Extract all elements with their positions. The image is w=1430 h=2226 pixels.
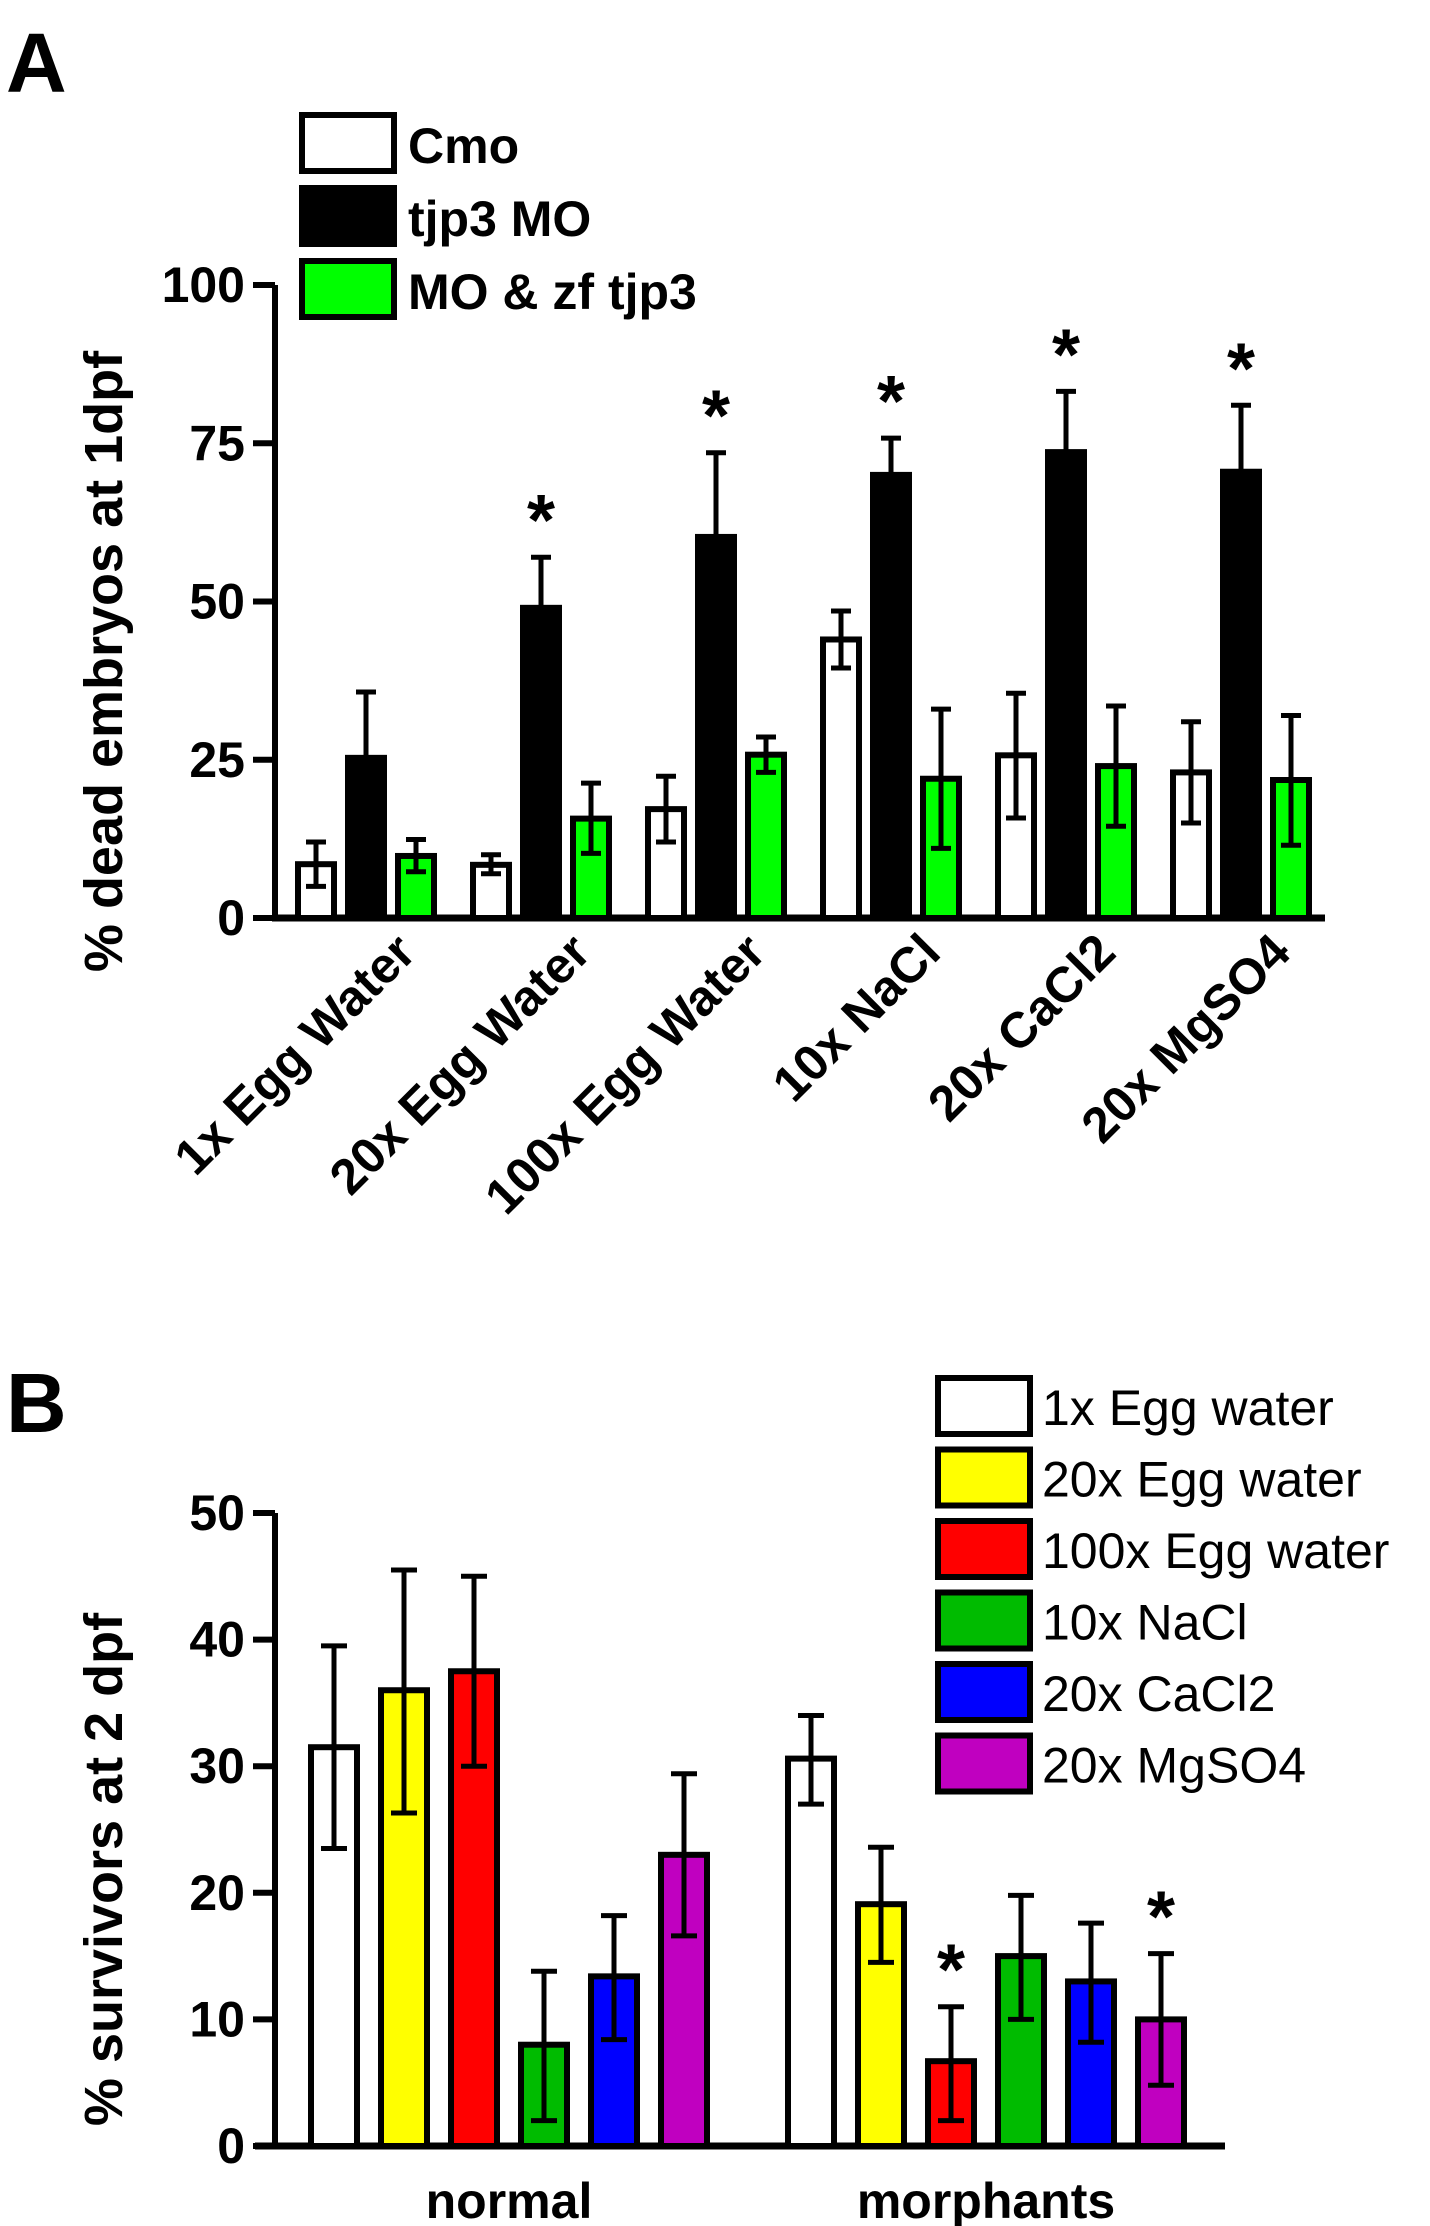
y-axis-label: % dead embryos at 1dpf	[74, 350, 134, 972]
y-tick-label: 10	[189, 1991, 245, 2047]
legend-label: 1x Egg water	[1042, 1380, 1334, 1436]
legend-swatch	[935, 1732, 1033, 1795]
y-axis-label: % survivors at 2 dpf	[74, 1612, 134, 2126]
legend-label: tjp3 MO	[408, 191, 591, 247]
bar-20x-mgso4	[658, 1851, 710, 2149]
significance-star: *	[1052, 315, 1080, 395]
significance-star: *	[702, 377, 730, 457]
bar-tjp3-mo	[345, 754, 387, 922]
legend-swatch	[935, 1661, 1033, 1723]
significance-star: *	[527, 481, 555, 561]
legend-label: 10x NaCl	[1042, 1595, 1248, 1651]
bar-tjp3-mo	[1220, 468, 1262, 921]
legend-label: Cmo	[408, 118, 519, 174]
x-tick-label: normal	[426, 2173, 593, 2226]
y-tick-label: 100	[162, 257, 245, 313]
legend-swatch	[935, 1446, 1033, 1509]
x-tick-label: 10x NaCl	[762, 923, 951, 1112]
y-tick-label: 0	[217, 890, 245, 946]
legend-label: MO & zf tjp3	[408, 264, 697, 320]
y-tick-label: 25	[189, 732, 245, 788]
bar-tjp3-mo	[520, 604, 562, 922]
significance-star: *	[877, 362, 905, 442]
legend-swatch	[299, 185, 397, 247]
significance-star: *	[1227, 329, 1255, 409]
y-tick-label: 30	[189, 1738, 245, 1794]
chart-b: 0 10 20 30 40 50 % survivors at 2 dpf normal * * m…	[74, 1375, 1389, 2226]
y-tick-label: 50	[189, 1485, 245, 1541]
legend-swatch	[935, 1518, 1033, 1580]
legend-label: 20x Egg water	[1042, 1452, 1362, 1508]
legend-swatch	[935, 1375, 1033, 1437]
bar-tjp3-mo	[1045, 449, 1087, 921]
y-tick-label: 40	[189, 1612, 245, 1668]
bar-1x-egg-water	[785, 1755, 837, 2149]
bar-mo-zf-tjp3	[745, 751, 787, 921]
bar-tjp3-mo	[870, 471, 912, 921]
significance-star: *	[1147, 1878, 1175, 1958]
panel-a-label: A	[6, 16, 67, 110]
bar-tjp3-mo	[695, 533, 737, 922]
y-tick-label: 75	[189, 415, 245, 471]
x-tick-label: morphants	[857, 2173, 1115, 2226]
legend-label: 100x Egg water	[1042, 1523, 1389, 1579]
y-tick-label: 0	[217, 2118, 245, 2174]
legend-swatch	[299, 258, 397, 320]
y-tick-label: 50	[189, 574, 245, 630]
bar-cmo	[820, 636, 862, 921]
legend-swatch	[299, 112, 397, 174]
y-tick-label: 20	[189, 1865, 245, 1921]
significance-star: *	[937, 1931, 965, 2011]
panel-b-label: B	[6, 1356, 67, 1450]
legend-label: 20x MgSO4	[1042, 1738, 1306, 1794]
legend-swatch	[935, 1589, 1033, 1652]
legend-label: 20x CaCl2	[1042, 1666, 1275, 1722]
